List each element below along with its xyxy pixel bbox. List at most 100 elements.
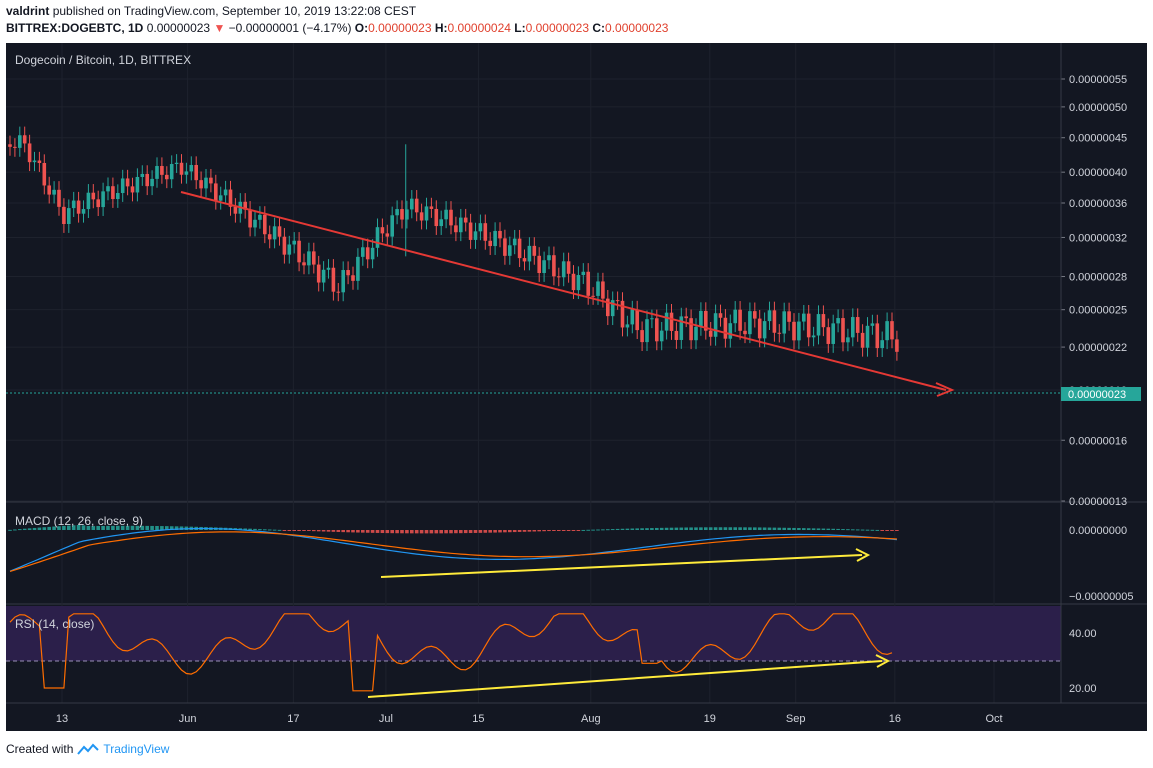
candle-body[interactable] bbox=[851, 317, 855, 338]
candle-body[interactable] bbox=[228, 189, 233, 207]
candle-body[interactable] bbox=[591, 295, 595, 297]
candle-body[interactable] bbox=[263, 214, 267, 235]
candle-body[interactable] bbox=[787, 311, 791, 322]
candle-body[interactable] bbox=[326, 267, 331, 270]
candle-body[interactable] bbox=[826, 327, 831, 344]
candle-body[interactable] bbox=[566, 261, 571, 274]
candle-body[interactable] bbox=[699, 310, 703, 327]
time-axis[interactable]: 13 Jun 17 Jul 15 Aug 19 Sep 16 Oct bbox=[6, 702, 1147, 725]
candle-body[interactable] bbox=[704, 310, 708, 331]
candle-body[interactable] bbox=[312, 251, 316, 265]
candle-body[interactable] bbox=[292, 240, 296, 245]
candle-body[interactable] bbox=[179, 162, 184, 175]
candle-body[interactable] bbox=[767, 310, 772, 322]
candle-body[interactable] bbox=[356, 256, 360, 281]
candle-body[interactable] bbox=[610, 300, 615, 317]
candle-body[interactable] bbox=[811, 335, 816, 338]
candle-body[interactable] bbox=[223, 189, 228, 196]
candle-body[interactable] bbox=[439, 219, 443, 227]
candle-body[interactable] bbox=[258, 214, 262, 220]
candle-body[interactable] bbox=[331, 267, 336, 292]
candle-body[interactable] bbox=[130, 186, 135, 193]
candle-body[interactable] bbox=[140, 173, 145, 177]
candle-body[interactable] bbox=[414, 198, 419, 213]
candle-body[interactable] bbox=[120, 178, 125, 194]
candle-body[interactable] bbox=[267, 234, 272, 240]
candle-body[interactable] bbox=[802, 313, 806, 322]
candle-body[interactable] bbox=[860, 332, 865, 348]
candle-body[interactable] bbox=[650, 318, 654, 320]
candle-body[interactable] bbox=[586, 271, 590, 296]
candle-body[interactable] bbox=[282, 236, 287, 255]
chart-canvas[interactable]: 0.00000055 0.00000050 0.00000045 0.00000040… bbox=[0, 43, 1153, 733]
candle-body[interactable] bbox=[57, 189, 61, 207]
candle-body[interactable] bbox=[375, 227, 380, 248]
candle-body[interactable] bbox=[890, 321, 894, 340]
candle-body[interactable] bbox=[18, 135, 22, 148]
candle-body[interactable] bbox=[209, 177, 213, 184]
candle-body[interactable] bbox=[385, 233, 390, 237]
candle-body[interactable] bbox=[67, 208, 71, 225]
candle-body[interactable] bbox=[679, 316, 684, 340]
candle-body[interactable] bbox=[684, 316, 688, 319]
candle-body[interactable] bbox=[708, 330, 713, 337]
candle-body[interactable] bbox=[669, 312, 674, 331]
candles[interactable] bbox=[8, 126, 899, 361]
candle-body[interactable] bbox=[836, 318, 840, 324]
candle-body[interactable] bbox=[532, 245, 537, 256]
candle-body[interactable] bbox=[111, 186, 115, 199]
candle-body[interactable] bbox=[772, 310, 777, 333]
candle-body[interactable] bbox=[410, 198, 414, 210]
candle-body[interactable] bbox=[424, 206, 429, 221]
candle-body[interactable] bbox=[880, 340, 884, 349]
candle-body[interactable] bbox=[615, 300, 620, 302]
candle-body[interactable] bbox=[738, 309, 742, 331]
candle-body[interactable] bbox=[571, 273, 576, 291]
candle-body[interactable] bbox=[655, 318, 659, 342]
candle-body[interactable] bbox=[233, 206, 238, 214]
candle-body[interactable] bbox=[493, 230, 497, 247]
candle-body[interactable] bbox=[365, 247, 370, 260]
candle-body[interactable] bbox=[32, 160, 37, 163]
candle-body[interactable] bbox=[498, 230, 502, 239]
candle-body[interactable] bbox=[101, 191, 105, 208]
candle-body[interactable] bbox=[22, 135, 27, 144]
candle-body[interactable] bbox=[248, 209, 252, 228]
candle-body[interactable] bbox=[620, 300, 625, 328]
candle-body[interactable] bbox=[689, 318, 693, 341]
candle-body[interactable] bbox=[160, 166, 164, 175]
candle-body[interactable] bbox=[297, 240, 301, 263]
author-name[interactable]: valdrint bbox=[6, 4, 50, 18]
candle-body[interactable] bbox=[718, 313, 723, 318]
candle-body[interactable] bbox=[792, 321, 796, 341]
candle-body[interactable] bbox=[351, 275, 355, 281]
candle-body[interactable] bbox=[454, 225, 458, 233]
candle-body[interactable] bbox=[42, 163, 47, 186]
candle-body[interactable] bbox=[405, 209, 409, 220]
candle-body[interactable] bbox=[557, 276, 561, 278]
candle-body[interactable] bbox=[512, 238, 517, 246]
candle-body[interactable] bbox=[885, 321, 889, 341]
candle-body[interactable] bbox=[713, 313, 718, 337]
candle-body[interactable] bbox=[8, 144, 12, 147]
candle-body[interactable] bbox=[125, 178, 130, 187]
candle-body[interactable] bbox=[287, 244, 292, 255]
candle-body[interactable] bbox=[831, 323, 835, 344]
candle-body[interactable] bbox=[596, 281, 600, 296]
candle-body[interactable] bbox=[895, 339, 899, 352]
candle-body[interactable] bbox=[762, 321, 767, 339]
candle-body[interactable] bbox=[527, 245, 532, 262]
candle-body[interactable] bbox=[361, 247, 365, 257]
rsi-divergence-line[interactable] bbox=[367, 660, 883, 698]
candle-body[interactable] bbox=[468, 222, 473, 240]
candle-body[interactable] bbox=[76, 200, 81, 214]
candle-body[interactable] bbox=[581, 271, 586, 276]
macd-divergence-line[interactable] bbox=[380, 554, 863, 578]
candle-body[interactable] bbox=[522, 258, 527, 262]
candle-body[interactable] bbox=[463, 217, 468, 223]
candle-body[interactable] bbox=[106, 186, 110, 192]
candle-body[interactable] bbox=[321, 269, 326, 283]
candle-body[interactable] bbox=[743, 330, 747, 335]
candle-body[interactable] bbox=[449, 209, 453, 226]
candle-body[interactable] bbox=[483, 223, 488, 241]
